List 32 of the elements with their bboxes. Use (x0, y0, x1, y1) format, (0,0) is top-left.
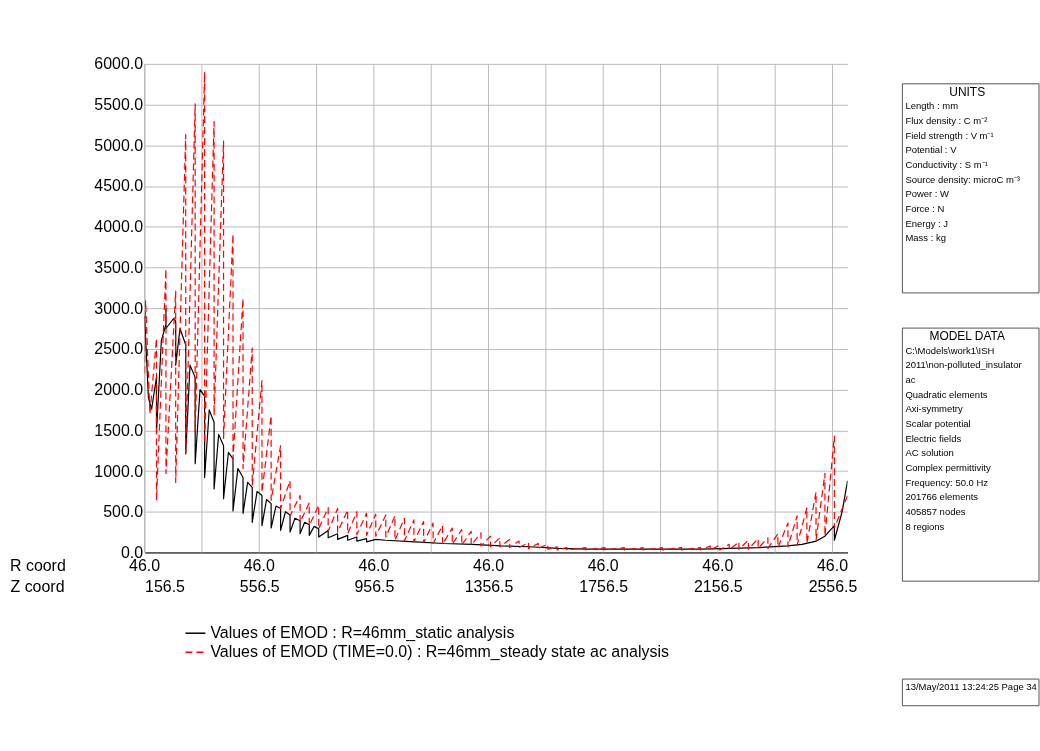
y-tick-label: 1000.0 (94, 462, 144, 480)
x-axis-title: Z coord (10, 577, 65, 595)
x-tick-label: 2156.5 (693, 577, 743, 595)
x-tick-label: 156.5 (145, 577, 186, 595)
y-tick-label: 3000.0 (94, 299, 144, 317)
text: 46.0 (243, 557, 275, 575)
text: UNITS Length : mm Flux density : C m⁻² Field strength : V m⁻¹ Potential : V Conductivity : S m⁻¹ Source density: microC m⁻³ Power : W Force : N Energy : J Mass : kg (905, 84, 1020, 244)
y-tick-label: 6000.0 (94, 55, 144, 73)
y-tick-label: 2500.0 (94, 340, 144, 358)
text: 46.0 (702, 557, 734, 575)
y-tick-label: 3500.0 (94, 258, 144, 276)
y-tick-label: 4500.0 (94, 177, 144, 195)
text: MODEL DATA C:\Models\work1\ISH 2011\non-polluted_insulator ac Quadratic elements Axi-symmetry Scalar potential Electric fields AC solution Complex permittivity Frequency: 50.0 Hz 201766 elements 405857 nodes 8 regions (905, 329, 1022, 532)
y-tick-label: 1500.0 (94, 421, 144, 439)
legend-label: Values of EMOD (TIME=0.0) : R=46mm_steady state ac analysis (210, 643, 669, 662)
y-tick-label: 500.0 (103, 503, 144, 521)
x-tick-label: 1356.5 (464, 577, 514, 595)
text: 46.0 (587, 557, 619, 575)
text: 46.0 (358, 557, 390, 575)
y-tick-label: 2000.0 (94, 381, 144, 399)
text: 13/May/2011 13:24:25 Page 34 (905, 681, 1037, 693)
x-tick-label: 556.5 (239, 577, 280, 595)
legend-label: Values of EMOD : R=46mm_static analysis (210, 624, 515, 643)
text: 46.0 (816, 557, 849, 575)
x-tick-label: 2556.5 (808, 577, 858, 595)
y-tick-label: 5500.0 (94, 96, 144, 114)
text: 46.0 (473, 557, 505, 575)
y-tick-label: 5000.0 (94, 136, 144, 154)
y-tick-label: 4000.0 (94, 218, 144, 236)
x-tick-label: 1756.5 (579, 577, 629, 595)
x-tick-label: 956.5 (354, 577, 395, 595)
text: R coord (9, 557, 66, 575)
